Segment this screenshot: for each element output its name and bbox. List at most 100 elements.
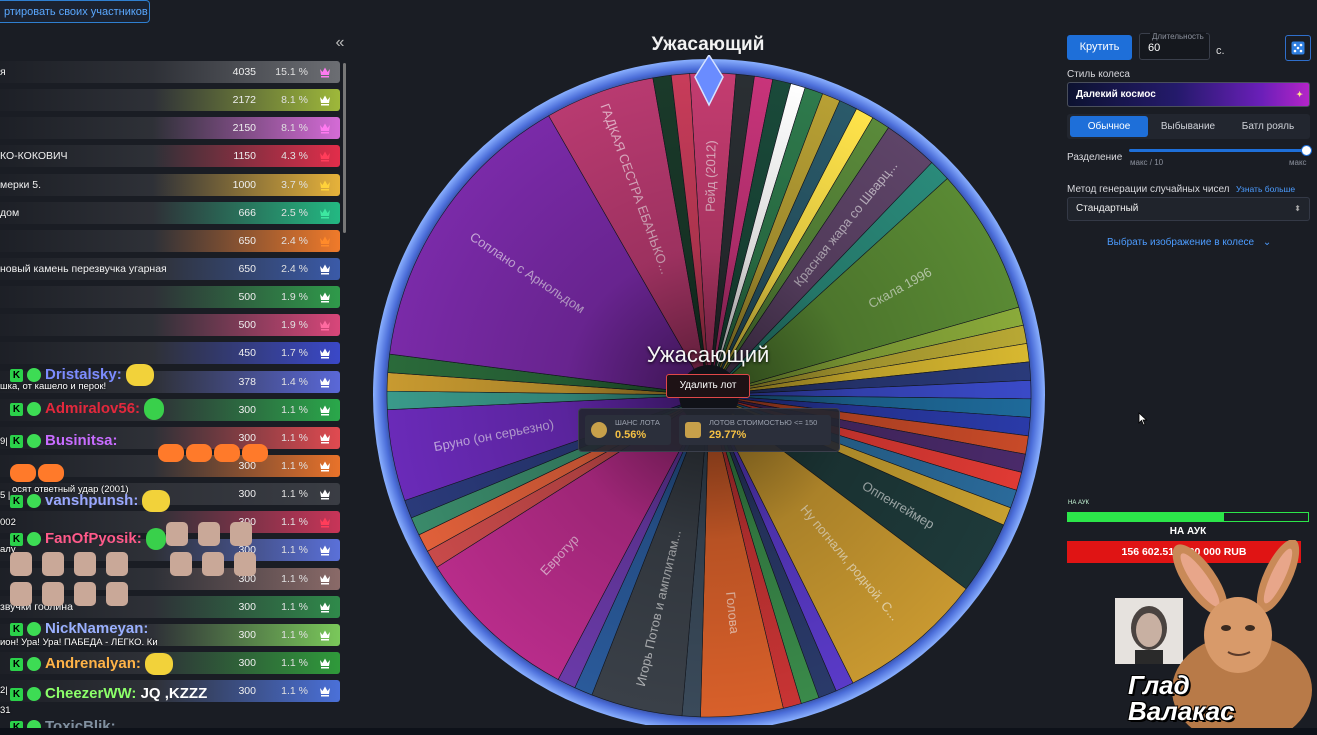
random-dice-button[interactable] xyxy=(1285,35,1311,61)
lot-row[interactable]: новый камень перезвучка угарная 650 2.4 % xyxy=(0,257,340,280)
duration-value[interactable]: 60 xyxy=(1148,42,1161,54)
crown-icon[interactable] xyxy=(319,573,331,585)
lot-row[interactable]: КО-КОКОВИЧ 1150 4.3 % xyxy=(0,145,340,168)
split-max-label: макс xyxy=(1289,158,1307,167)
lot-row[interactable]: дом 666 2.5 % xyxy=(0,201,340,224)
choose-wheel-image-link[interactable]: Выбрать изображение в колесе ⌄ xyxy=(1107,237,1271,248)
import-participants-button[interactable]: ртировать своих участников xyxy=(0,0,150,23)
collapse-panel-icon[interactable]: « xyxy=(335,34,345,51)
lot-amount: 1000 xyxy=(232,178,256,191)
lot-row[interactable]: я 4035 15.1 % xyxy=(0,61,340,83)
lot-percent: 8.1 % xyxy=(281,94,308,107)
crown-icon[interactable] xyxy=(319,319,331,331)
lot-row[interactable]: 300 1.1 % xyxy=(0,454,340,477)
lot-percent: 1.1 % xyxy=(281,459,308,472)
lot-amount: 300 xyxy=(238,459,256,472)
streamer-webcam xyxy=(1115,598,1183,664)
lot-row[interactable]: 500 1.9 % xyxy=(0,314,340,337)
lot-chance-label: ШАНС ЛОТА xyxy=(615,418,660,427)
lot-amount: 300 xyxy=(238,572,256,585)
learn-more-link[interactable]: Узнать больше xyxy=(1236,184,1296,194)
lot-name: дом xyxy=(0,206,20,219)
wheel-title: Ужасающий xyxy=(651,34,765,55)
crown-icon[interactable] xyxy=(319,404,331,416)
lot-row[interactable]: 300 1.1 % xyxy=(0,483,340,506)
lot-amount: 2150 xyxy=(232,122,256,135)
lot-row[interactable]: 2150 8.1 % xyxy=(0,117,340,140)
lot-percent: 1.1 % xyxy=(281,656,308,669)
crown-icon[interactable] xyxy=(319,122,331,134)
lot-amount: 4035 xyxy=(232,66,256,78)
lot-percent: 8.1 % xyxy=(281,122,308,135)
lot-row[interactable]: 650 2.4 % xyxy=(0,229,340,252)
lot-row[interactable]: 500 1.9 % xyxy=(0,286,340,309)
crown-icon[interactable] xyxy=(319,66,331,78)
lot-row[interactable]: мерки 5. 1000 3.7 % xyxy=(0,173,340,196)
split-slider-thumb[interactable] xyxy=(1301,145,1312,156)
split-slider[interactable] xyxy=(1129,149,1306,152)
lot-amount: 500 xyxy=(238,291,256,304)
split-label: Разделение xyxy=(1067,152,1123,163)
lot-row[interactable]: 378 1.4 % xyxy=(0,370,340,393)
crown-icon[interactable] xyxy=(319,150,331,162)
crown-icon[interactable] xyxy=(319,488,331,500)
lot-amount: 300 xyxy=(238,628,256,641)
crown-icon[interactable] xyxy=(319,291,331,303)
duration-input[interactable]: Длительность 60 xyxy=(1139,32,1210,60)
lot-row[interactable]: 300 1.1 % xyxy=(0,651,340,674)
crown-icon[interactable] xyxy=(319,207,331,219)
lot-amount: 500 xyxy=(238,319,256,332)
crown-icon[interactable] xyxy=(319,516,331,528)
select-arrows-icon: ⬍ xyxy=(1294,204,1301,213)
lot-row[interactable]: 300 1.1 % xyxy=(0,567,340,590)
duration-unit: с. xyxy=(1216,45,1225,57)
crown-icon[interactable] xyxy=(319,460,331,472)
crown-icon[interactable] xyxy=(319,179,331,191)
lot-row[interactable]: 300 1.1 % xyxy=(0,680,340,703)
lot-row[interactable]: 2172 8.1 % xyxy=(0,89,340,112)
lot-row[interactable]: 300 1.1 % xyxy=(0,398,340,421)
lot-row[interactable]: 450 1.7 % xyxy=(0,342,340,365)
crown-icon[interactable] xyxy=(319,685,331,697)
tab-elimination[interactable]: Выбывание xyxy=(1160,121,1216,132)
crown-icon[interactable] xyxy=(319,94,331,106)
lot-row[interactable]: 300 1.1 % xyxy=(0,426,340,449)
tab-normal[interactable]: Обычное xyxy=(1070,116,1148,137)
streamer-signature: Глад Валакас xyxy=(1128,672,1235,724)
crown-icon[interactable] xyxy=(319,263,331,275)
lot-row[interactable]: звучки гоолина 300 1.1 % xyxy=(0,595,340,618)
mouse-cursor-icon xyxy=(1138,412,1148,426)
lots-scrollbar[interactable] xyxy=(343,63,346,233)
duration-label: Длительность xyxy=(1150,32,1206,41)
wheel-style-select[interactable]: Далекий космос ✦ xyxy=(1067,82,1310,107)
lot-amount: 2172 xyxy=(232,94,256,107)
crown-icon[interactable] xyxy=(319,657,331,669)
lot-percent: 1.1 % xyxy=(281,488,308,501)
crown-icon[interactable] xyxy=(319,347,331,359)
lot-name: новый камень перезвучка угарная xyxy=(0,262,167,275)
lot-amount: 300 xyxy=(238,685,256,698)
signature-line-2: Валакас xyxy=(1128,696,1235,726)
lot-percent: 1.1 % xyxy=(281,431,308,444)
lot-row[interactable]: 300 1.1 % xyxy=(0,511,340,534)
delete-lot-button[interactable]: Удалить лот xyxy=(666,374,750,398)
crown-icon[interactable] xyxy=(319,376,331,388)
crown-icon[interactable] xyxy=(319,432,331,444)
crown-icon[interactable] xyxy=(319,235,331,247)
lot-row[interactable]: 300 1.1 % xyxy=(0,539,340,562)
auction-progress-fill xyxy=(1068,513,1224,521)
cheap-lots-label: ЛОТОВ СТОИМОСТЬЮ <= 150 xyxy=(709,418,818,427)
lot-percent: 1.1 % xyxy=(281,600,308,613)
lot-percent: 1.1 % xyxy=(281,403,308,416)
spin-button[interactable]: Крутить xyxy=(1067,35,1132,60)
lot-name: звучки гоолина xyxy=(0,600,73,613)
rng-method-select[interactable]: Стандартный ⬍ xyxy=(1067,197,1310,221)
cheap-lots-stat: ЛОТОВ СТОИМОСТЬЮ <= 150 29.77% xyxy=(679,415,831,445)
tab-battle-royale[interactable]: Батл рояль xyxy=(1241,121,1295,132)
lot-amount: 300 xyxy=(238,516,256,529)
crown-icon[interactable] xyxy=(319,629,331,641)
crown-icon[interactable] xyxy=(319,601,331,613)
crown-icon[interactable] xyxy=(319,544,331,556)
lot-percent: 1.9 % xyxy=(281,291,308,304)
lot-row[interactable]: 300 1.1 % xyxy=(0,623,340,646)
